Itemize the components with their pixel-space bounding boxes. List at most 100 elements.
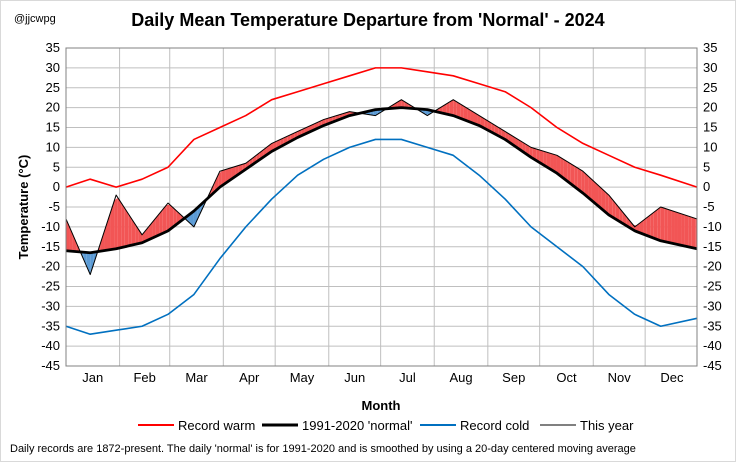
- legend-label-record-cold: Record cold: [460, 418, 529, 433]
- above-normal-fill: [577, 168, 582, 192]
- above-normal-fill: [584, 172, 589, 198]
- y-tick-label-right: -30: [703, 298, 722, 313]
- above-normal-fill: [608, 195, 613, 218]
- y-tick-label-right: 20: [703, 100, 717, 115]
- y-axis-right: 35 30 25 20 15 10 5 0 -5 -10 -15 -20 -25 -30 -35 -40 -45: [703, 40, 722, 373]
- above-normal-fill: [536, 148, 540, 163]
- above-normal-fill: [128, 213, 132, 246]
- above-normal-fill: [449, 99, 454, 116]
- above-normal-fill: [646, 214, 651, 237]
- x-tick-label: Feb: [133, 370, 155, 385]
- above-normal-fill: [104, 221, 108, 251]
- above-normal-fill: [567, 161, 571, 184]
- above-normal-fill: [595, 182, 599, 207]
- y-tick-label-left: 35: [46, 40, 60, 55]
- above-normal-fill: [166, 204, 170, 232]
- above-normal-fill: [650, 212, 654, 239]
- y-tick-label-left: 0: [53, 179, 60, 194]
- above-normal-fill: [100, 232, 105, 252]
- above-normal-fill: [615, 203, 620, 222]
- y-tick-label-right: -40: [703, 338, 722, 353]
- above-normal-fill: [674, 211, 678, 245]
- y-axis-label: Temperature (°C): [16, 155, 31, 260]
- below-normal-fill: [90, 252, 94, 275]
- plot-area: [65, 47, 698, 367]
- above-normal-fill: [121, 203, 125, 248]
- above-normal-fill: [169, 204, 174, 230]
- y-tick-label-left: 30: [46, 60, 60, 75]
- y-tick-label-left: -5: [48, 199, 60, 214]
- above-normal-fill: [539, 150, 544, 165]
- above-normal-fill: [72, 234, 77, 252]
- x-tick-label: May: [290, 370, 315, 385]
- above-normal-fill: [218, 170, 222, 189]
- above-normal-fill: [684, 214, 689, 247]
- above-normal-fill: [560, 157, 564, 179]
- y-tick-label-left: 25: [46, 80, 60, 95]
- above-normal-fill: [110, 200, 115, 250]
- chart-title: Daily Mean Temperature Departure from 'N…: [131, 10, 604, 30]
- x-tick-label: Oct: [556, 370, 577, 385]
- above-normal-fill: [581, 170, 585, 195]
- above-normal-fill: [612, 199, 616, 220]
- y-tick-label-right: 0: [703, 179, 710, 194]
- normal-line: [65, 106, 698, 255]
- above-normal-fill: [442, 103, 447, 114]
- above-normal-fill: [671, 210, 675, 244]
- y-tick-label-right: -10: [703, 219, 722, 234]
- legend-label-record-warm: Record warm: [178, 418, 255, 433]
- x-tick-label: Nov: [608, 370, 632, 385]
- above-normal-fill: [66, 218, 70, 252]
- above-normal-fill: [463, 106, 468, 121]
- below-normal-fill: [190, 210, 194, 227]
- above-normal-fill: [598, 185, 602, 210]
- x-tick-label: Mar: [185, 370, 208, 385]
- y-tick-label-right: 35: [703, 40, 717, 55]
- legend: Record warm 1991-2020 'normal' Record co…: [138, 418, 634, 433]
- above-normal-fill: [148, 222, 153, 240]
- above-normal-fill: [667, 209, 672, 244]
- above-normal-fill: [570, 163, 575, 187]
- above-normal-fill: [657, 207, 661, 241]
- x-tick-label: Apr: [239, 370, 260, 385]
- above-normal-fill: [114, 197, 118, 250]
- y-tick-label-right: -45: [703, 358, 722, 373]
- x-tick-label: Jan: [82, 370, 103, 385]
- y-tick-label-left: 15: [46, 120, 60, 135]
- x-axis-label: Month: [362, 398, 401, 413]
- above-normal-fill: [601, 188, 606, 213]
- above-normal-fill: [546, 152, 551, 169]
- above-normal-fill: [543, 151, 547, 167]
- above-normal-fill: [124, 208, 129, 247]
- above-normal-fill: [588, 175, 592, 201]
- y-tick-label-left: 5: [53, 159, 60, 174]
- y-tick-label-right: -35: [703, 318, 722, 333]
- above-normal-fill: [162, 205, 167, 234]
- above-normal-fill: [660, 207, 665, 242]
- record-warm-line: [65, 67, 698, 188]
- above-normal-fill: [653, 209, 658, 240]
- above-normal-fill: [453, 99, 457, 117]
- x-tick-label: Dec: [660, 370, 684, 385]
- below-normal-fill: [193, 207, 198, 227]
- x-tick-label: Jun: [344, 370, 365, 385]
- y-tick-label-left: -35: [41, 318, 60, 333]
- x-tick-label: Aug: [449, 370, 472, 385]
- above-normal-fill: [107, 210, 111, 251]
- y-tick-label-right: 30: [703, 60, 717, 75]
- y-tick-label-right: -5: [703, 199, 715, 214]
- y-tick-label-left: -30: [41, 298, 60, 313]
- x-axis: Jan Feb Mar Apr May Jun Jul Aug Sep Oct Nov Dec: [82, 370, 684, 385]
- above-normal-fill: [467, 108, 471, 123]
- above-normal-fill: [681, 213, 685, 247]
- above-normal-fill: [221, 169, 226, 186]
- below-normal-fill: [86, 252, 91, 275]
- above-normal-fill: [131, 218, 136, 246]
- y-tick-label-left: -20: [41, 259, 60, 274]
- above-normal-fill: [664, 208, 668, 243]
- above-normal-fill: [117, 197, 122, 249]
- y-tick-label-left: -40: [41, 338, 60, 353]
- y-tick-label-right: 10: [703, 139, 717, 154]
